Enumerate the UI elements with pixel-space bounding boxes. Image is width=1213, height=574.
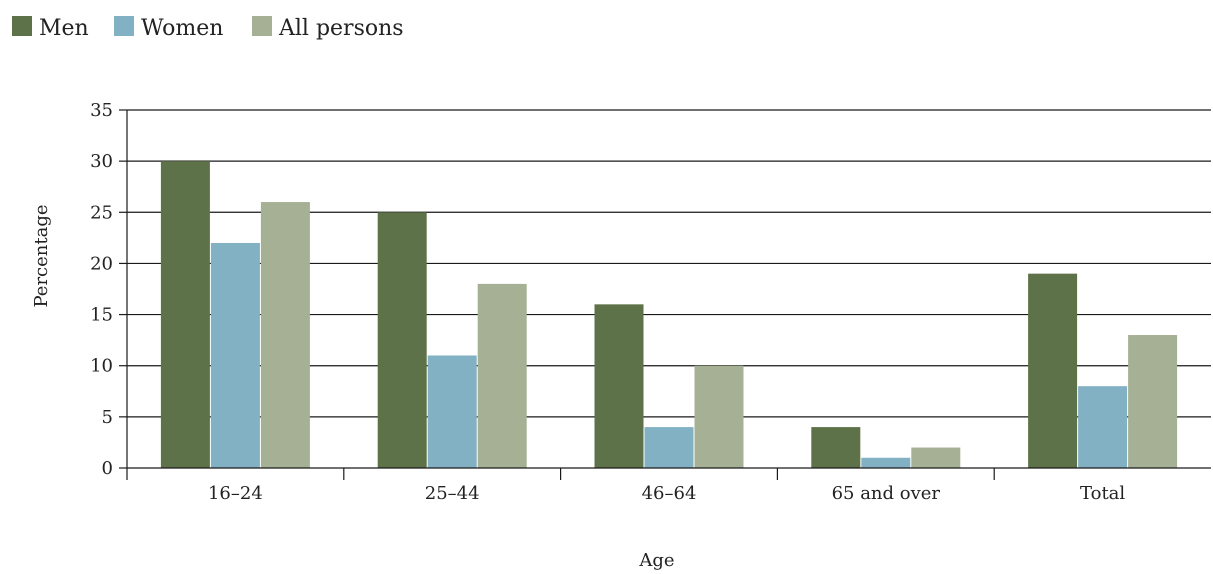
bar-men-3 (811, 427, 861, 468)
x-tick-label: 46–64 (642, 483, 697, 504)
y-tick-label: 5 (102, 407, 113, 428)
bar-women-4 (1078, 386, 1128, 468)
legend-swatch-2 (252, 16, 272, 36)
bar-all-persons-2 (694, 365, 744, 468)
bar-women-3 (861, 457, 911, 468)
x-tick-label: 16–24 (208, 483, 263, 504)
legend-label-2: All persons (278, 16, 404, 41)
bars (160, 161, 1178, 469)
x-axis-ticks: 16–24 25–44 46–64 65 and over Total (208, 468, 1125, 504)
bar-all-persons-1 (477, 283, 527, 468)
legend-label-1: Women (141, 16, 223, 41)
bar-men-1 (377, 212, 427, 468)
y-axis-ticks: 0 5 10 15 20 25 30 35 (90, 100, 127, 479)
y-tick-label: 15 (90, 305, 113, 326)
y-tick-label: 30 (90, 151, 113, 172)
y-tick-label: 25 (90, 202, 113, 223)
y-tick-label: 35 (90, 100, 113, 121)
bar-men-0 (160, 161, 210, 468)
bar-men-2 (594, 304, 644, 468)
y-tick-label: 20 (90, 253, 113, 274)
y-axis-title: Percentage (31, 204, 52, 307)
y-tick-label: 10 (90, 356, 113, 377)
legend-swatch-0 (12, 16, 32, 36)
bar-all-persons-4 (1128, 335, 1178, 468)
legend-swatch-1 (114, 16, 134, 36)
bar-women-0 (210, 242, 260, 468)
bar-men-4 (1028, 273, 1078, 468)
x-tick-label: 25–44 (425, 483, 480, 504)
legend: Men Women All persons (12, 16, 404, 41)
x-tick-label: 65 and over (832, 483, 941, 504)
bar-all-persons-0 (260, 202, 310, 469)
y-tick-label: 0 (102, 458, 113, 479)
bar-all-persons-3 (911, 447, 961, 468)
axes (126, 110, 1211, 480)
legend-label-0: Men (39, 16, 89, 41)
bar-women-2 (644, 427, 694, 468)
x-tick-label: Total (1080, 483, 1125, 504)
bar-women-1 (427, 355, 477, 468)
x-axis-title: Age (638, 550, 674, 570)
